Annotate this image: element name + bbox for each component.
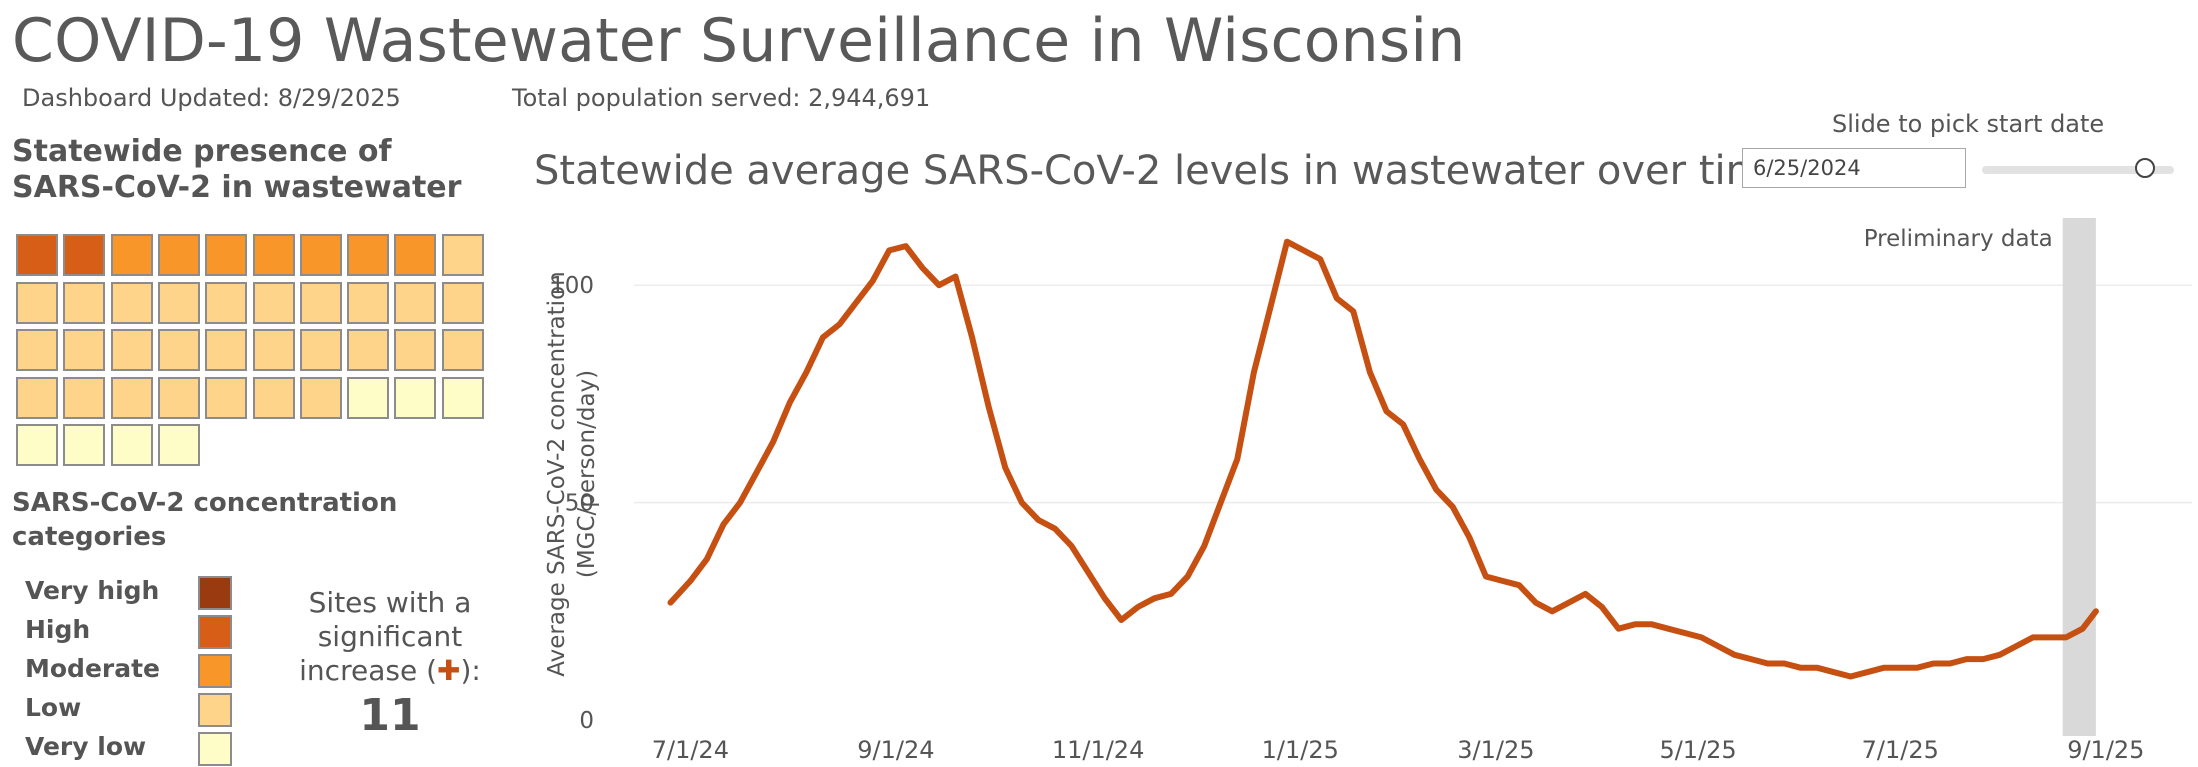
increase-text: Sites with a significant increase (: [299, 586, 472, 687]
start-date-slider-thumb[interactable]: [2135, 158, 2156, 178]
site-grid: [16, 234, 496, 468]
site-tile: [441, 329, 484, 371]
site-tile: [63, 329, 106, 371]
x-tick-label: 1/1/25: [1262, 736, 1339, 764]
site-tile: [205, 281, 248, 324]
site-tile: [394, 281, 437, 324]
site-tile: [16, 281, 58, 324]
legend-label-low: Low: [25, 693, 82, 722]
x-axis: 7/1/24 9/1/24 11/1/24 1/1/25 3/1/25 5/1/25 7/1…: [652, 736, 2145, 764]
site-tile: [394, 234, 437, 276]
start-date-input[interactable]: [1742, 148, 1966, 188]
site-tile: [441, 234, 484, 276]
population-served: Total population served: 2,944,691: [512, 84, 931, 112]
presence-title: Statewide presence of SARS-CoV-2 in wast…: [12, 134, 462, 205]
site-tile: [110, 281, 153, 324]
site-tile: [205, 234, 248, 276]
site-tile: [157, 281, 200, 324]
site-tile: [110, 424, 153, 466]
series-layer: [667, 238, 2099, 680]
site-tile: [441, 376, 484, 419]
legend-swatch-high: [198, 615, 232, 649]
significant-increase-box: Sites with a significant increase (✚): 1…: [280, 586, 500, 742]
site-tile: [157, 376, 200, 419]
y-tick-label: 100: [550, 273, 594, 299]
chart-title: Statewide average SARS-CoV-2 levels in w…: [534, 148, 1790, 194]
site-tile: [252, 329, 295, 371]
wastewater-line-chart: Preliminary data 0 50 100 7/1/24 9/1/24 11/1…: [544, 218, 2192, 764]
preliminary-label: Preliminary data: [1864, 226, 2053, 252]
site-tile: [63, 376, 106, 419]
site-tile: [252, 376, 295, 419]
legend-swatch-very-high: [198, 576, 232, 610]
site-tile: [16, 234, 58, 276]
y-tick-label: 0: [579, 708, 594, 734]
dashboard-updated: Dashboard Updated: 8/29/2025: [22, 84, 401, 112]
site-tile: [205, 376, 248, 419]
x-tick-label: 3/1/25: [1457, 736, 1534, 764]
grid: [634, 284, 2192, 504]
site-tile: [110, 376, 153, 419]
increase-count: 11: [359, 690, 421, 741]
page-title: COVID-19 Wastewater Surveillance in Wisc…: [12, 6, 1466, 76]
legend-label-very-low: Very low: [25, 732, 147, 761]
site-tile: [63, 234, 106, 276]
x-tick-label: 7/1/25: [1862, 736, 1939, 764]
legend-swatch-moderate: [198, 654, 232, 688]
site-tile: [347, 281, 390, 324]
x-tick-label: 9/1/24: [857, 736, 934, 764]
site-tile: [110, 329, 153, 371]
site-tile: [252, 281, 295, 324]
legend-label-moderate: Moderate: [25, 654, 161, 683]
x-tick-label: 9/1/25: [2067, 736, 2144, 764]
site-tile: [16, 424, 58, 466]
site-tile: [157, 329, 200, 371]
preliminary-band: [2062, 218, 2096, 736]
x-tick-label: 5/1/25: [1659, 736, 1736, 764]
y-axis-label: Average SARS-CoV-2 concentration: [544, 271, 570, 676]
site-tile: [157, 234, 200, 276]
site-tile: [299, 234, 342, 276]
site-tile: [299, 376, 342, 419]
legend-label-very-high: Very high: [25, 576, 160, 605]
site-tile: [63, 281, 106, 324]
y-tick-label: 50: [565, 491, 594, 517]
site-tile: [157, 424, 200, 466]
site-tile: [441, 281, 484, 324]
series-line: [667, 238, 2099, 680]
site-tile: [299, 329, 342, 371]
categories-title: SARS-CoV-2 concentration categories: [12, 488, 398, 552]
site-tile: [394, 376, 437, 419]
legend-label-high: High: [25, 615, 91, 644]
y-axis-label-units: (MGC/person/day): [574, 370, 600, 578]
increase-suffix: ):: [460, 654, 481, 687]
site-tile: [394, 329, 437, 371]
site-tile: [110, 234, 153, 276]
site-tile: [252, 234, 295, 276]
site-tile: [16, 329, 58, 371]
site-tile: [205, 329, 248, 371]
site-tile: [63, 424, 106, 466]
site-tile: [347, 376, 390, 419]
start-date-slider-track[interactable]: [1982, 166, 2174, 174]
site-tile: [16, 376, 58, 419]
y-axis: 0 50 100: [550, 273, 594, 734]
slider-label: Slide to pick start date: [1832, 110, 2105, 138]
legend-swatch-very-low: [198, 732, 232, 766]
legend-swatch-low: [198, 693, 232, 727]
site-tile: [347, 329, 390, 371]
plus-icon: ✚: [437, 654, 461, 687]
preliminary-band-layer: Preliminary data: [1864, 218, 2096, 736]
site-tile: [299, 281, 342, 324]
site-tile: [347, 234, 390, 276]
x-tick-label: 7/1/24: [652, 736, 729, 764]
x-tick-label: 11/1/24: [1052, 736, 1145, 764]
axis-labels: Average SARS-CoV-2 concentration (MGC/per…: [544, 271, 600, 676]
